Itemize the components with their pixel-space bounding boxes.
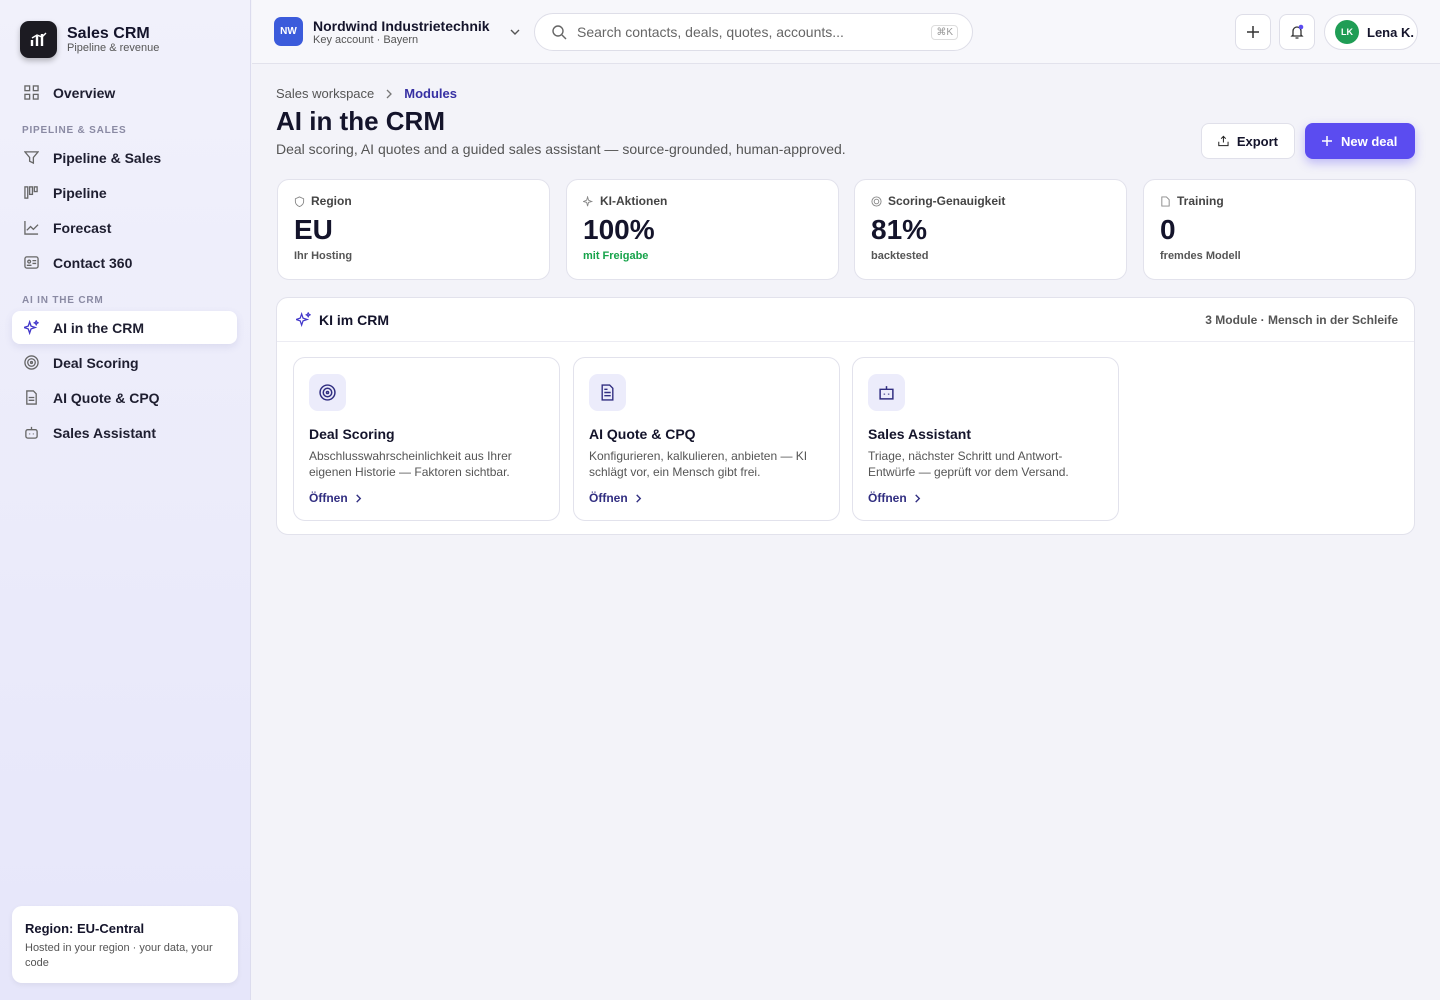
stat-note: backtested: [871, 250, 929, 262]
panel-meta: 3 Module · Mensch in der Schleife: [1205, 312, 1398, 327]
module-icon: [868, 374, 905, 411]
nav: Overview PIPELINE & SALES Pipeline & Sal…: [12, 76, 237, 451]
stat-label: Training: [1177, 194, 1224, 208]
page-title: AI in the CRM: [276, 106, 445, 136]
stat-card: KI-Aktionen 100% mit Freigabe: [566, 179, 839, 280]
module-card[interactable]: Deal Scoring Abschlusswahrscheinlichkeit…: [293, 357, 560, 521]
nav-heading: PIPELINE & SALES: [22, 124, 127, 136]
stat-note: fremdes Modell: [1160, 250, 1241, 262]
stat-label: Region: [311, 194, 352, 208]
module-title: AI Quote & CPQ: [589, 426, 696, 442]
account-switcher[interactable]: NW Nordwind Industrietechnik Key account …: [274, 17, 522, 46]
nav-item[interactable]: Pipeline: [12, 176, 237, 209]
nav-item[interactable]: Pipeline & Sales: [12, 141, 237, 174]
nav-item[interactable]: Deal Scoring: [12, 346, 237, 379]
stat-value: EU: [294, 214, 333, 245]
breadcrumb: Sales workspace Modules: [276, 86, 457, 101]
brand: Sales CRM Pipeline & revenue: [20, 21, 159, 58]
new-deal-button[interactable]: New deal: [1305, 123, 1415, 159]
nav-label: AI Quote & CPQ: [53, 389, 160, 406]
user-menu[interactable]: LK Lena K.: [1324, 14, 1418, 50]
region-title: Region: EU-Central: [25, 921, 145, 936]
stat-card: Region EU Ihr Hosting: [277, 179, 550, 280]
account-name: Nordwind Industrietechnik: [313, 17, 490, 34]
module-description: Abschlusswahrscheinlichkeit aus Ihrer ei…: [309, 449, 512, 479]
module-title: Deal Scoring: [309, 426, 395, 442]
stat-note: mit Freigabe: [583, 250, 649, 262]
link-label: Öffnen: [868, 491, 907, 505]
panel-header: KI im CRM 3 Module · Mensch in der Schle…: [277, 298, 1414, 342]
region-card: Region: EU-Central Hosted in your region…: [12, 906, 238, 983]
button-label: Export: [1236, 133, 1278, 149]
account-avatar: NW: [274, 17, 303, 46]
user-avatar: LK: [1335, 20, 1359, 44]
export-button[interactable]: Export: [1201, 123, 1295, 159]
nav-label: Sales Assistant: [53, 424, 156, 441]
nav-item[interactable]: AI Quote & CPQ: [12, 381, 237, 414]
stat-value: 81%: [871, 214, 928, 245]
stat-card: Scoring-Genauigkeit 81% backtested: [854, 179, 1127, 280]
nav-label: Contact 360: [53, 254, 133, 271]
stat-value: 0: [1160, 214, 1176, 245]
region-text: Hosted in your region · your data, your …: [25, 942, 213, 969]
module-link[interactable]: Öffnen: [868, 491, 1103, 505]
topbar: NW Nordwind Industrietechnik Key account …: [252, 0, 1440, 64]
stat-card: Training 0 fremdes Modell: [1143, 179, 1416, 280]
nav-item[interactable]: Forecast: [12, 211, 237, 244]
module-link[interactable]: Öffnen: [589, 491, 824, 505]
logo: [20, 21, 57, 58]
breadcrumb-item[interactable]: Sales workspace: [276, 86, 375, 101]
search-box[interactable]: Search contacts, deals, quotes, accounts…: [534, 13, 973, 51]
module-icon: [309, 374, 346, 411]
nav-label: AI in the CRM: [53, 319, 144, 336]
nav-item[interactable]: AI in the CRM: [12, 311, 237, 344]
breadcrumb-item: Modules: [404, 86, 458, 101]
brand-subtitle: Pipeline & revenue: [67, 42, 160, 54]
stat-label: Scoring-Genauigkeit: [888, 194, 1006, 208]
module-card[interactable]: Sales Assistant Triage, nächster Schritt…: [852, 357, 1119, 521]
nav-item[interactable]: Overview: [12, 76, 237, 109]
search-shortcut: ⌘K: [931, 24, 958, 40]
nav-item[interactable]: Contact 360: [12, 246, 237, 279]
module-link[interactable]: Öffnen: [309, 491, 544, 505]
button-label: New deal: [1341, 133, 1398, 149]
add-button[interactable]: [1235, 14, 1271, 50]
user-name: Lena K.: [1367, 24, 1414, 40]
link-label: Öffnen: [309, 491, 348, 505]
module-description: Triage, nächster Schritt und Antwort-Ent…: [868, 449, 1069, 479]
nav-label: Overview: [53, 84, 116, 101]
search-placeholder: Search contacts, deals, quotes, accounts…: [577, 24, 844, 40]
module-title: Sales Assistant: [868, 426, 971, 442]
link-label: Öffnen: [589, 491, 628, 505]
nav-label: Pipeline: [53, 184, 107, 201]
stat-value: 100%: [583, 214, 655, 245]
nav-item[interactable]: Sales Assistant: [12, 416, 237, 449]
nav-label: Forecast: [53, 219, 112, 236]
notifications-button[interactable]: [1279, 14, 1315, 50]
account-subtitle: Key account · Bayern: [313, 33, 419, 46]
nav-label: Deal Scoring: [53, 354, 139, 371]
nav-label: Pipeline & Sales: [53, 149, 162, 166]
module-icon: [589, 374, 626, 411]
brand-title: Sales CRM: [67, 25, 150, 42]
module-description: Konfigurieren, kalkulieren, anbieten — K…: [589, 449, 808, 479]
sidebar: Sales CRM Pipeline & revenue Overview PIP…: [0, 0, 251, 1000]
stat-label: KI-Aktionen: [600, 194, 668, 208]
nav-heading: AI IN THE CRM: [22, 294, 104, 306]
page-subtitle: Deal scoring, AI quotes and a guided sal…: [276, 141, 846, 157]
stat-note: Ihr Hosting: [294, 250, 353, 262]
panel-title: KI im CRM: [319, 311, 389, 328]
modules-panel: KI im CRM 3 Module · Mensch in der Schle…: [276, 297, 1415, 535]
module-card[interactable]: AI Quote & CPQ Konfigurieren, kalkuliere…: [573, 357, 840, 521]
